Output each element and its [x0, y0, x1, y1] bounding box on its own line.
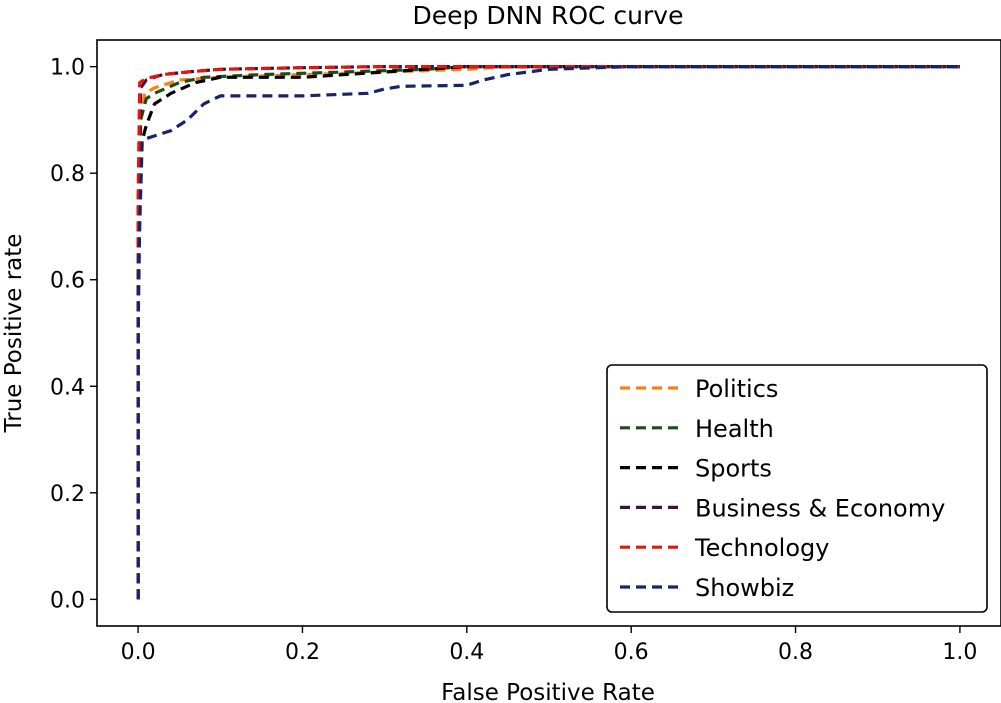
x-axis: 0.0 0.2 0.4 0.6 0.8 1.0	[121, 626, 977, 665]
y-tick-label: 0.0	[50, 588, 85, 613]
y-axis-label: True Positive rate	[1, 234, 27, 434]
x-tick-label: 0.0	[121, 640, 156, 665]
x-tick-label: 0.8	[778, 640, 813, 665]
y-axis: 0.0 0.2 0.4 0.6 0.8 1.0	[50, 56, 97, 613]
legend-label: Politics	[695, 375, 778, 403]
y-tick-label: 0.4	[50, 375, 85, 400]
plot-area	[96, 39, 1001, 627]
legend-label: Sports	[695, 455, 772, 483]
x-tick-label: 0.6	[614, 640, 649, 665]
series-lines	[136, 64, 960, 600]
series-line-showbiz	[136, 64, 960, 600]
y-tick-label: 0.8	[50, 162, 85, 187]
series-line-technology	[136, 64, 960, 600]
legend-label: Technology	[694, 534, 829, 562]
legend-label: Business & Economy	[695, 494, 945, 522]
legend-box	[606, 364, 988, 613]
legend: Politics Health Sports Business & Economy Te…	[606, 364, 988, 613]
x-tick-label: 1.0	[942, 640, 977, 665]
legend-label: Health	[695, 415, 774, 443]
x-tick-label: 0.4	[449, 640, 484, 665]
x-axis-label: False Positive Rate	[441, 680, 655, 703]
chart-title: Deep DNN ROC curve	[413, 1, 684, 30]
x-tick-label: 0.2	[285, 640, 320, 665]
y-tick-label: 0.2	[50, 482, 85, 507]
legend-label: Showbiz	[695, 574, 794, 602]
y-tick-label: 0.6	[50, 269, 85, 294]
y-tick-label: 1.0	[50, 56, 85, 81]
